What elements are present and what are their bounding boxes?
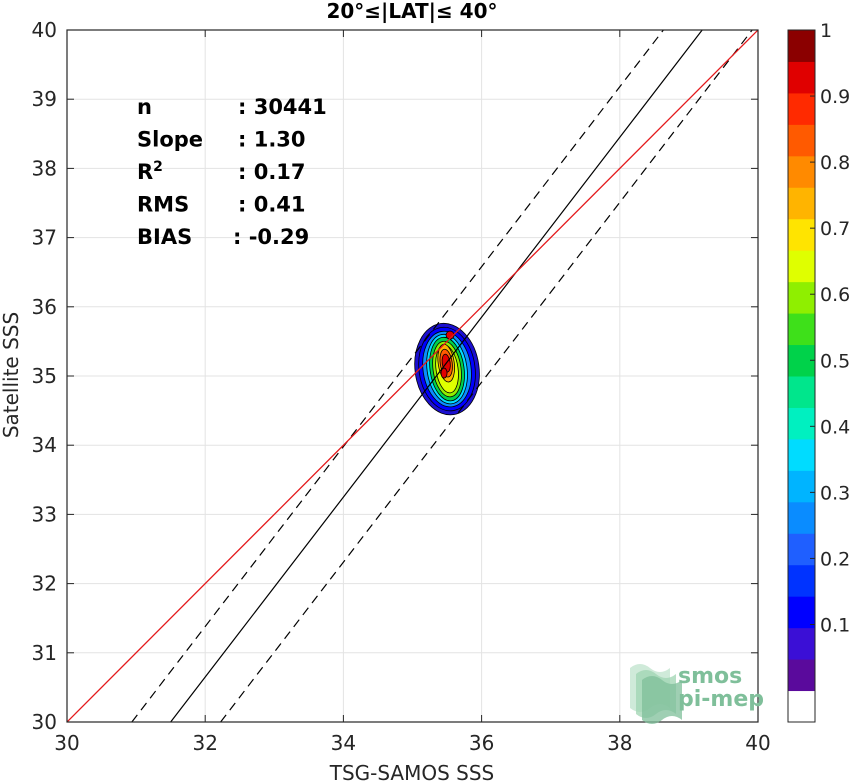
x-tick-labels: 30 32 34 36 38 40	[54, 731, 770, 755]
colorbar-tick-labels: 0.1 0.2 0.3 0.4 0.5 0.6 0.7 0.8 0.9 1	[810, 20, 850, 636]
y-tick-label: 37	[32, 226, 57, 250]
stat-label: BIAS	[137, 225, 192, 249]
y-tick-label: 36	[32, 295, 57, 319]
logo-text-pimep: pi-mep	[678, 687, 764, 712]
stat-value: : 1.30	[238, 128, 306, 152]
colorbar-segment	[788, 376, 815, 408]
colorbar-segment	[788, 438, 815, 471]
y-axis-label: Satellite SSS	[0, 312, 23, 438]
colorbar-segment	[788, 690, 815, 723]
grid-lines	[66, 29, 759, 723]
y-tick-label: 34	[32, 433, 57, 457]
x-tick-label: 32	[192, 731, 217, 755]
colorbar	[787, 29, 816, 723]
colorbar-tick-label: 0.2	[820, 548, 850, 570]
stat-value: : 0.41	[238, 193, 306, 217]
colorbar-segment	[788, 92, 815, 125]
colorbar-segment	[788, 30, 815, 62]
stat-label: RMS	[137, 193, 189, 217]
x-axis-label: TSG-SAMOS SSS	[329, 761, 495, 784]
x-tick-label: 36	[469, 731, 494, 755]
colorbar-segment	[788, 407, 815, 440]
y-tick-label: 39	[32, 87, 57, 111]
x-tick-label: 38	[607, 731, 632, 755]
stat-value: : 30441	[238, 95, 327, 119]
colorbar-tick-label: 0.7	[820, 218, 850, 240]
identity-line	[67, 30, 758, 722]
density-contours	[414, 322, 480, 416]
stat-value: : -0.29	[233, 225, 309, 249]
colorbar-segment	[788, 250, 815, 283]
x-tick-label: 30	[54, 731, 79, 755]
colorbar-segment	[788, 124, 815, 157]
colorbar-segment	[788, 218, 815, 251]
colorbar-frame	[787, 29, 816, 723]
y-tick-label: 30	[32, 710, 57, 734]
colorbar-segment	[788, 501, 815, 534]
chart-title: 20°≤|LAT|≤ 40°	[326, 0, 497, 23]
colorbar-segment	[788, 596, 815, 629]
density-peak-lower	[440, 367, 448, 379]
colorbar-segment	[788, 470, 815, 503]
fit-line-lower-bound	[220, 30, 753, 722]
colorbar-segment	[788, 187, 815, 220]
colorbar-segment	[788, 564, 815, 597]
colorbar-tick-label: 1	[820, 20, 832, 42]
colorbar-tick-label: 0.8	[820, 152, 850, 174]
y-tick-label: 33	[32, 502, 57, 526]
regression-lines	[67, 30, 758, 722]
colorbar-segment	[788, 281, 815, 314]
colorbar-tick-label: 0.3	[820, 482, 850, 504]
axes	[66, 29, 759, 723]
colorbar-tick-label: 0.9	[820, 86, 850, 108]
colorbar-tick-label: 0.6	[820, 284, 850, 306]
colorbar-tick-label: 0.4	[820, 416, 850, 438]
y-tick-label: 38	[32, 156, 57, 180]
x-tick-label: 40	[745, 731, 770, 755]
colorbar-segment	[788, 659, 815, 692]
colorbar-segment	[788, 627, 815, 660]
colorbar-segment	[788, 533, 815, 566]
y-tick-label: 31	[32, 641, 57, 665]
colorbar-tick-label: 0.1	[820, 614, 850, 636]
logo-text-smos: smos	[678, 664, 742, 689]
x-tick-label: 34	[331, 731, 356, 755]
y-tick-label: 35	[32, 364, 57, 388]
colorbar-segment	[788, 155, 815, 188]
y-tick-label: 40	[32, 18, 57, 42]
stat-label: n	[137, 95, 152, 119]
y-tick-label: 32	[32, 572, 57, 596]
logo-wave	[642, 676, 682, 724]
stat-label: Slope	[137, 128, 203, 152]
stat-value: : 0.17	[238, 160, 306, 184]
fit-line	[170, 30, 703, 722]
colorbar-segment	[788, 61, 815, 94]
y-tick-labels: 30 31 32 33 34 35 36 37 38 39 40	[32, 18, 57, 734]
colorbar-tick-label: 0.5	[820, 350, 850, 372]
colorbar-segment	[788, 313, 815, 346]
fit-line-upper-bound	[131, 30, 664, 722]
